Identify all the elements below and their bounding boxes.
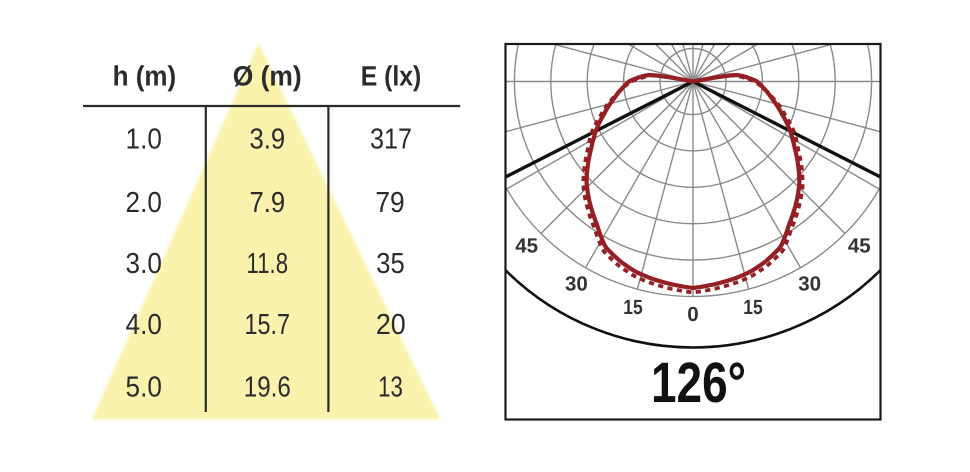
svg-text:45: 45 [515,235,538,258]
svg-text:Ø (m): Ø (m) [233,61,302,92]
svg-text:15: 15 [623,296,642,319]
svg-text:7.9: 7.9 [249,187,285,219]
svg-text:5.0: 5.0 [126,371,162,403]
svg-text:2.0: 2.0 [126,187,162,219]
svg-text:0: 0 [687,303,698,326]
svg-text:30: 30 [565,273,588,296]
svg-text:79: 79 [375,187,404,219]
svg-text:15: 15 [743,296,762,319]
svg-text:13: 13 [378,371,403,403]
svg-text:4.0: 4.0 [126,309,162,341]
svg-text:E (lx): E (lx) [361,61,422,92]
svg-text:11.8: 11.8 [247,248,289,280]
svg-text:45: 45 [848,235,871,258]
svg-text:3.0: 3.0 [126,248,162,280]
svg-text:15.7: 15.7 [245,309,291,341]
svg-text:20: 20 [376,309,406,341]
svg-text:35: 35 [376,248,404,280]
svg-text:30: 30 [798,273,821,296]
svg-text:19.6: 19.6 [244,371,291,403]
svg-text:3.9: 3.9 [249,123,285,155]
svg-text:317: 317 [370,123,412,155]
svg-text:h (m): h (m) [113,61,177,92]
svg-text:1.0: 1.0 [126,123,162,155]
svg-text:126°: 126° [651,351,746,415]
